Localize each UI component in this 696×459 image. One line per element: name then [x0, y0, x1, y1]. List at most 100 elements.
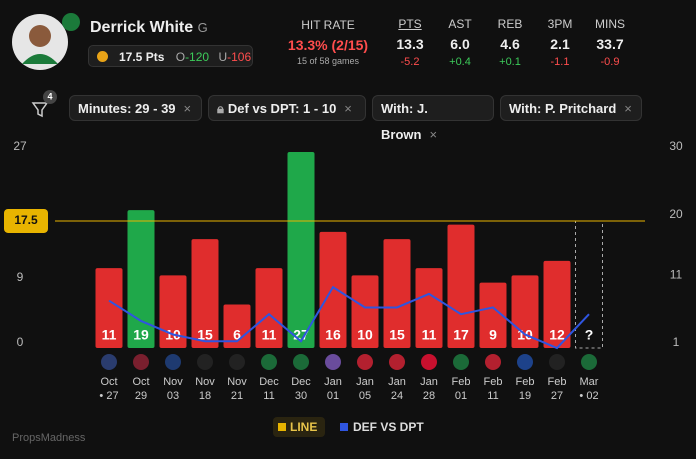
- x-tick-month: Feb: [452, 376, 471, 388]
- filter-badge: [43, 90, 57, 104]
- legend-text: LINE: [290, 420, 318, 434]
- name: Derrick White: [90, 19, 194, 36]
- filter-pill[interactable]: With: J. Brown ×: [372, 95, 494, 142]
- bar: [447, 224, 475, 348]
- bar: [95, 268, 123, 348]
- x-tick-month: Feb: [516, 376, 535, 388]
- team-logo: [357, 354, 373, 370]
- team-logo: [261, 354, 277, 370]
- stat-header[interactable]: PTS: [398, 17, 422, 31]
- team-logo: [229, 354, 245, 370]
- team-logo: [517, 354, 533, 370]
- hit-rate-label: HIT RATE: [301, 18, 355, 32]
- stat-header[interactable]: MINS: [595, 17, 625, 31]
- x-tick-day: 18: [199, 390, 211, 402]
- filter-count: 4: [47, 91, 52, 101]
- filter-icon[interactable]: [31, 102, 49, 118]
- x-tick-day: 05: [359, 390, 371, 402]
- team-logo: [389, 354, 405, 370]
- x-tick-month: Nov: [163, 376, 183, 388]
- x-tick-day: 19: [519, 390, 531, 402]
- bar-label: 11: [422, 327, 437, 343]
- stat-diff: +0.1: [499, 56, 521, 68]
- y2-tick-label: 30: [669, 139, 683, 153]
- bar-label: 10: [357, 327, 373, 343]
- stat-header[interactable]: AST: [448, 17, 472, 31]
- team-logo: [453, 354, 469, 370]
- bar-label: 19: [133, 327, 149, 343]
- y2-tick-label: 1: [673, 335, 680, 349]
- y2-tick-label: 11: [670, 268, 683, 282]
- stat-header[interactable]: REB: [497, 17, 523, 31]
- team-logo: [165, 354, 181, 370]
- team-logo: [133, 354, 149, 370]
- team-logo: [62, 13, 80, 31]
- bar: [383, 239, 411, 348]
- x-tick-day: • 27: [99, 390, 118, 402]
- bar-label: 17: [453, 327, 469, 343]
- threshold-label-box: [4, 208, 48, 233]
- series-line: [108, 285, 590, 350]
- watermark: PropsMadness: [12, 432, 86, 444]
- stat-diff: -0.9: [600, 56, 620, 68]
- x-tick-month: Jan: [356, 376, 374, 388]
- x-tick-month: Jan: [388, 376, 406, 388]
- hit-rate-value: 13.3% (2/15): [287, 37, 369, 53]
- avatar-head: [29, 25, 51, 47]
- filter-pill[interactable]: Minutes: 29 - 39 ×: [69, 95, 202, 121]
- x-tick-month: Feb: [548, 376, 567, 388]
- bar: [479, 282, 507, 348]
- bar-label: 15: [389, 327, 405, 343]
- bar: [319, 231, 347, 348]
- filter-pill[interactable]: With: P. Pritchard ×: [500, 95, 642, 121]
- x-tick-day: 30: [295, 390, 307, 402]
- team-logo: [581, 354, 597, 370]
- hit-rate-sample: 15 of 58 games: [296, 56, 360, 66]
- x-tick-month: Dec: [291, 376, 311, 388]
- y-tick-label: 27: [13, 139, 27, 153]
- stat-value: 33.7: [596, 36, 624, 52]
- x-tick-day: 24: [391, 390, 403, 402]
- bar-label: 12: [549, 327, 565, 343]
- bar: [287, 152, 315, 348]
- x-tick-day: 01: [455, 390, 467, 402]
- stat-value: 13.3: [396, 36, 424, 52]
- pending-label: ?: [585, 327, 594, 343]
- legend-line[interactable]: LINE: [273, 417, 325, 437]
- team-logo: [293, 354, 309, 370]
- bar-label: 9: [489, 327, 497, 343]
- x-tick-month: Oct: [100, 376, 117, 388]
- x-tick-day: 11: [263, 390, 274, 402]
- bar: [223, 304, 251, 348]
- team-logo: [421, 354, 437, 370]
- legend-series[interactable]: DEF VS DPT: [338, 417, 424, 437]
- legend-swatch: [340, 423, 348, 431]
- stat-diff: -5.2: [400, 56, 420, 68]
- stat-value: 2.1: [550, 36, 570, 52]
- filter-text: With: P. Pritchard: [509, 101, 617, 116]
- position: G: [197, 20, 208, 35]
- x-tick-month: Jan: [324, 376, 342, 388]
- filter-pill[interactable]: 🔒︎ Def vs DPT: 1 - 10 ×: [208, 95, 366, 121]
- bar: [159, 275, 187, 348]
- bar: [351, 275, 379, 348]
- x-tick-day: • 02: [579, 390, 598, 402]
- x-tick-month: Dec: [259, 376, 279, 388]
- x-tick-day: 21: [231, 390, 243, 402]
- book-icon: [97, 51, 108, 62]
- bar-label: 16: [325, 327, 341, 343]
- bar-label: 11: [102, 327, 117, 343]
- x-tick-day: 29: [135, 390, 147, 402]
- x-tick-day: 28: [423, 390, 435, 402]
- stat-header[interactable]: 3PM: [547, 17, 573, 31]
- y-tick-label: 9: [17, 270, 24, 284]
- over-odds: -120: [185, 50, 210, 64]
- under-odds: -106: [227, 50, 252, 64]
- stat-diff: -1.1: [550, 56, 570, 68]
- filter-text: Def vs DPT: 1 - 10: [227, 101, 337, 116]
- legend-swatch: [278, 423, 286, 431]
- x-tick-day: 27: [551, 390, 563, 402]
- x-tick-month: Oct: [132, 376, 149, 388]
- x-tick-day: 01: [327, 390, 339, 402]
